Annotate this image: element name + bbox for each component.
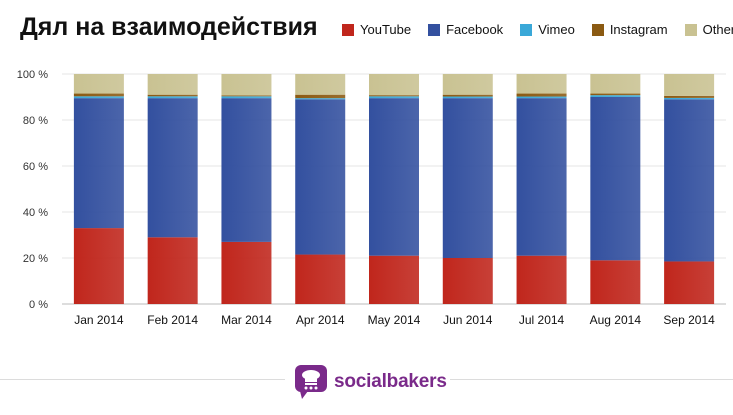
legend-swatch-others	[684, 23, 697, 36]
bar-segment-facebook	[295, 99, 346, 255]
legend-item-instagram[interactable]: Instagram	[591, 22, 668, 37]
x-tick-label: Jul 2014	[519, 313, 565, 327]
bar-segment-facebook	[516, 98, 567, 256]
bar-segment-vimeo	[73, 96, 124, 99]
bar-segment-others	[295, 74, 346, 95]
bar-segment-facebook	[369, 98, 419, 256]
x-tick-label: Jan 2014	[74, 313, 124, 327]
bar-segment-youtube	[442, 258, 493, 304]
x-tick-label: Jun 2014	[443, 313, 493, 327]
bar-segment-youtube	[295, 254, 346, 304]
bar-segment-facebook	[73, 98, 124, 229]
legend-label-facebook: Facebook	[446, 22, 504, 37]
bar-segment-vimeo	[369, 96, 419, 99]
bar-segment-youtube	[664, 261, 715, 304]
bar-segment-vimeo	[147, 96, 198, 99]
bar-segment-instagram	[73, 93, 124, 97]
x-tick-label: Sep 2014	[663, 313, 715, 327]
legend-swatch-vimeo	[520, 23, 533, 36]
x-tick-label: May 2014	[368, 313, 421, 327]
y-tick-label: 60 %	[23, 161, 48, 173]
chef-hat-speech-bubble-icon	[295, 365, 327, 399]
bar-segment-others	[442, 74, 493, 95]
bar-segment-instagram	[295, 94, 346, 99]
legend: YouTube Facebook Vimeo Instagram Others	[342, 22, 733, 37]
legend-label-instagram: Instagram	[609, 22, 668, 37]
brand-name: socialbakers	[334, 371, 447, 392]
bar-segment-facebook	[664, 99, 715, 262]
legend-swatch-youtube	[342, 23, 354, 36]
x-tick-label: Mar 2014	[221, 313, 272, 327]
bar-segment-others	[73, 74, 124, 94]
legend-label-others: Others	[702, 22, 733, 37]
legend-item-youtube[interactable]: YouTube	[342, 22, 411, 37]
bar-segment-vimeo	[664, 97, 715, 100]
legend-item-vimeo[interactable]: Vimeo	[520, 22, 575, 37]
bar-segment-others	[516, 74, 567, 94]
bar-segment-instagram	[664, 95, 715, 98]
bar-segment-youtube	[73, 228, 124, 304]
bar-segment-vimeo	[221, 96, 272, 99]
bar-segment-facebook	[221, 98, 272, 242]
bar-segment-others	[221, 74, 272, 96]
bar-segment-youtube	[516, 255, 567, 304]
legend-label-youtube: YouTube	[360, 22, 412, 37]
bar-segment-others	[590, 74, 641, 94]
legend-label-vimeo: Vimeo	[538, 22, 575, 37]
x-tick-label: Feb 2014	[147, 313, 198, 327]
bar-segment-others	[369, 74, 419, 96]
legend-item-facebook[interactable]: Facebook	[428, 22, 503, 37]
bar-segment-vimeo	[442, 96, 493, 99]
bar-segment-others	[147, 74, 198, 95]
bar-segment-youtube	[221, 241, 272, 304]
y-tick-label: 40 %	[23, 207, 48, 219]
bar-segment-youtube	[590, 260, 641, 304]
bar-segment-instagram	[516, 93, 567, 97]
bar-segment-facebook	[590, 97, 641, 261]
legend-item-others[interactable]: Others	[684, 22, 733, 37]
legend-swatch-instagram	[591, 23, 604, 36]
footer-divider-right	[450, 379, 733, 380]
y-tick-label: 100 %	[17, 69, 48, 81]
footer-divider-left	[0, 379, 285, 380]
x-tick-label: Apr 2014	[296, 313, 345, 327]
bar-segment-instagram	[147, 94, 198, 97]
bar-segment-vimeo	[516, 96, 567, 99]
x-tick-label: Aug 2014	[590, 313, 642, 327]
bar-segment-instagram	[221, 95, 272, 97]
stacked-bar-chart: 0 % 20 % 40 % 60 % 80 % 100 % Jan 2014 Feb 2014…	[17, 69, 726, 327]
bar-segment-instagram	[369, 95, 419, 97]
legend-swatch-facebook	[428, 23, 441, 36]
bar-segment-others	[664, 74, 715, 96]
bar-segment-vimeo	[295, 98, 346, 100]
bar-segment-instagram	[442, 94, 493, 97]
bar-segment-youtube	[369, 255, 419, 304]
y-tick-label: 0 %	[29, 299, 48, 311]
bar-segment-vimeo	[590, 95, 641, 97]
y-tick-label: 20 %	[23, 253, 48, 265]
chart-title: Дял на взаимодействия	[20, 13, 318, 41]
bar-segment-instagram	[590, 93, 641, 96]
bar-segment-facebook	[147, 98, 198, 238]
bar-segment-youtube	[147, 237, 198, 304]
y-tick-label: 80 %	[23, 115, 48, 127]
bar-segment-facebook	[442, 98, 493, 259]
brand-logo[interactable]: socialbakers	[294, 364, 447, 400]
